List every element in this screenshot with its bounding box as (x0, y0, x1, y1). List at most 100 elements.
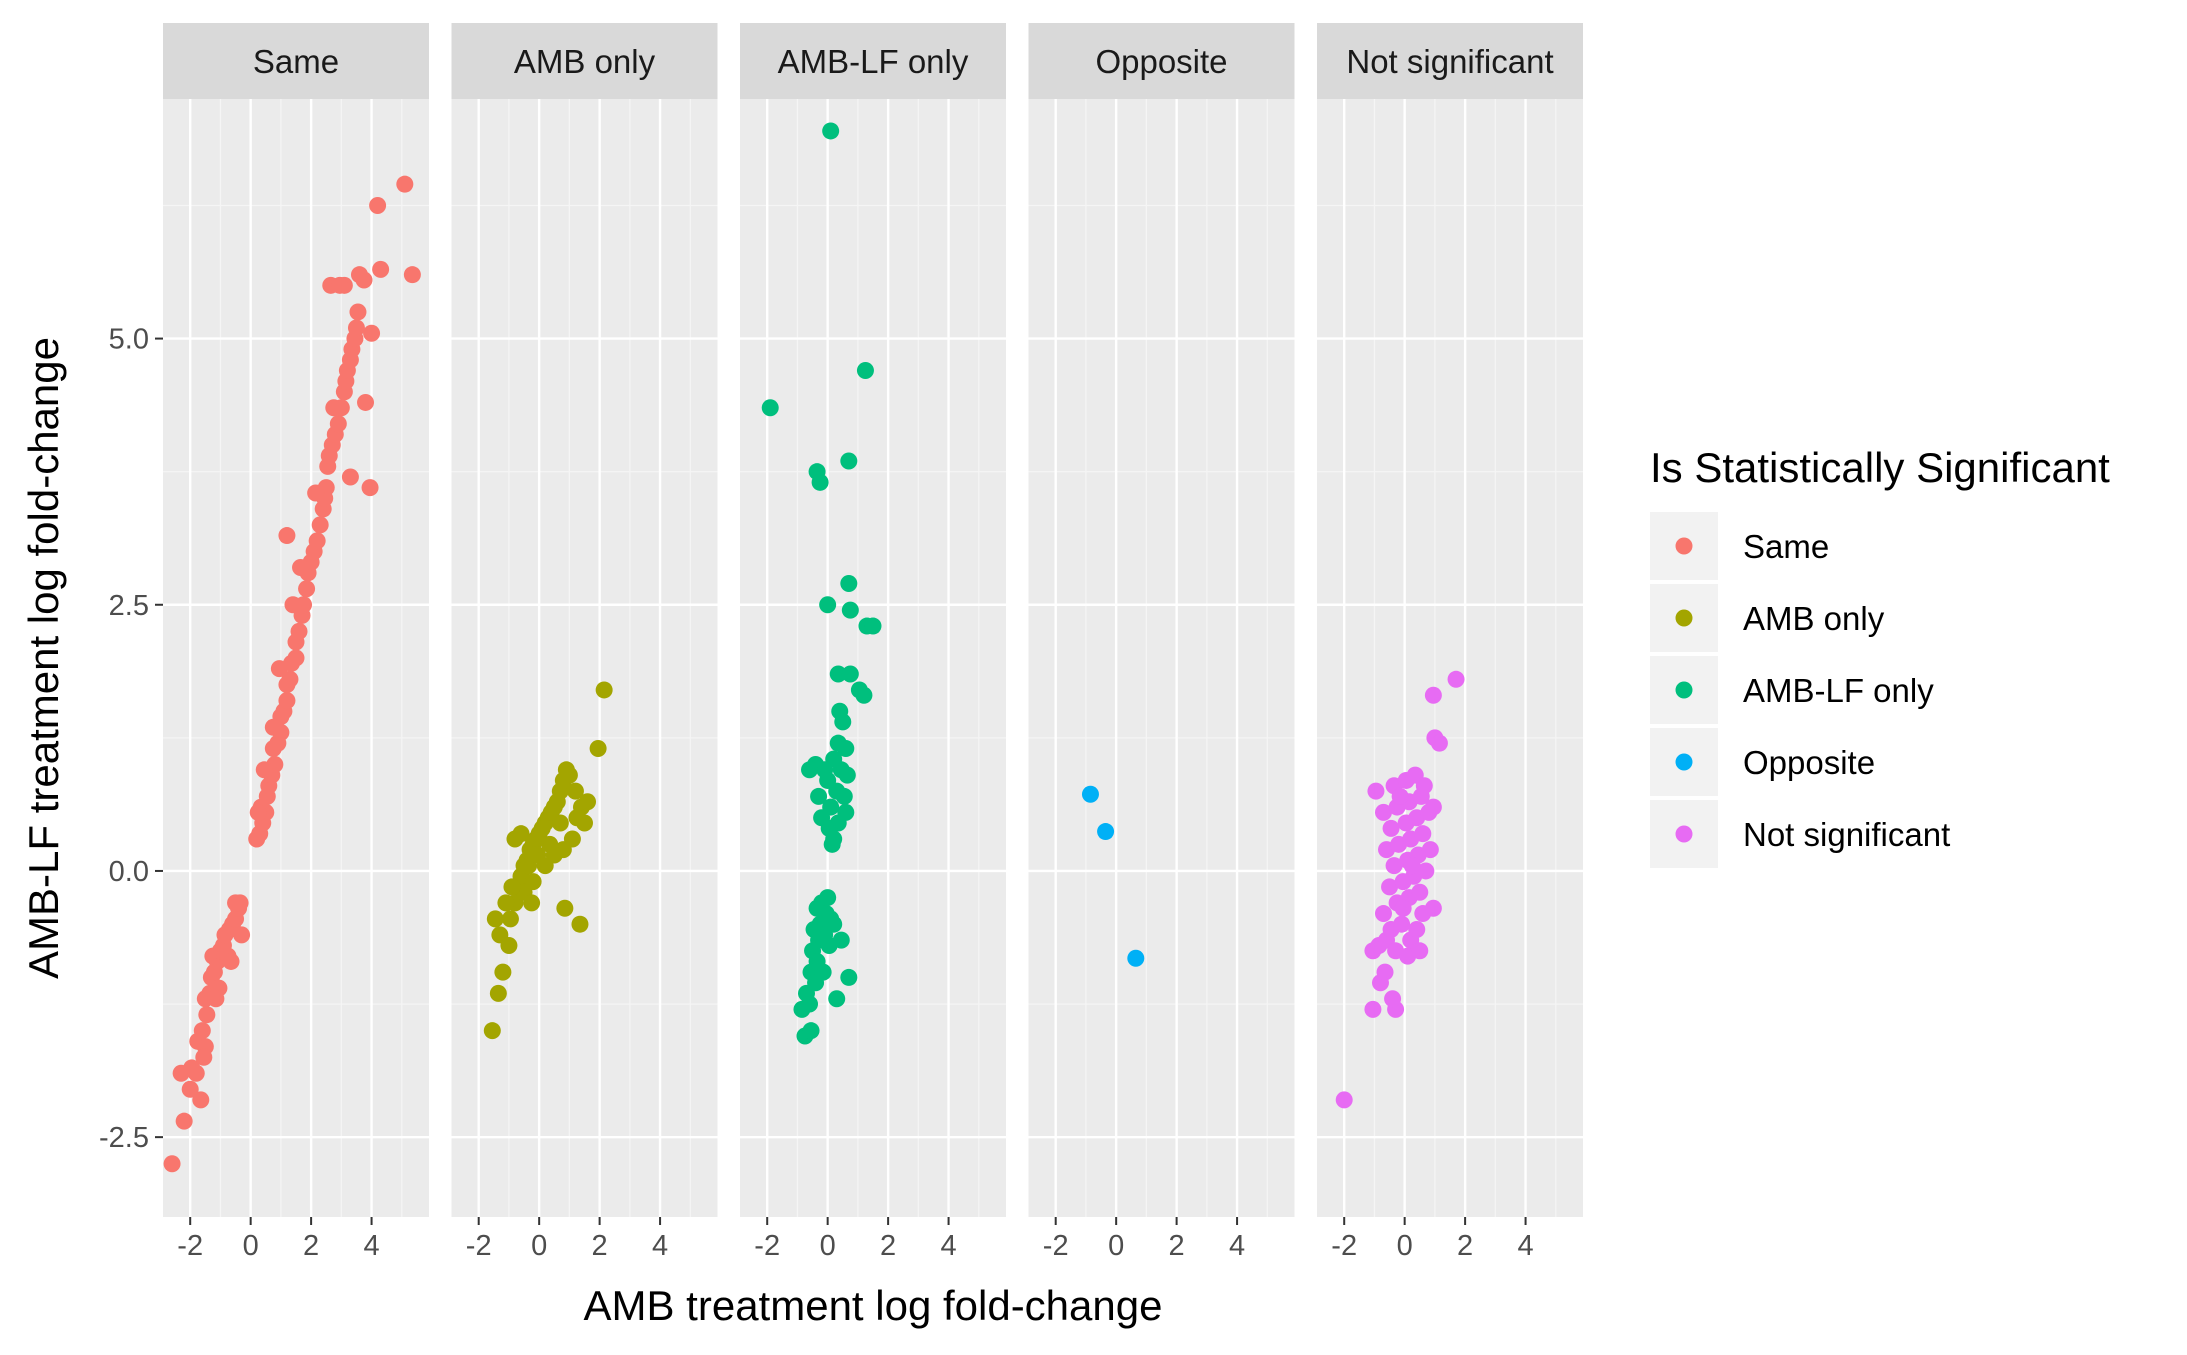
data-point (822, 122, 840, 140)
data-point (589, 740, 607, 758)
data-point (829, 665, 847, 683)
x-tick-label: 2 (1169, 1230, 1185, 1262)
data-point (864, 617, 882, 635)
data-point (560, 766, 578, 784)
data-point (1424, 686, 1442, 704)
data-point (489, 984, 507, 1002)
data-point (270, 660, 288, 678)
data-point (361, 479, 379, 497)
data-point (349, 303, 367, 321)
x-tick-label: 2 (1457, 1230, 1473, 1262)
data-point (308, 532, 326, 550)
data-point (1424, 798, 1442, 816)
data-point (541, 835, 559, 853)
data-point (802, 1022, 820, 1040)
data-point (307, 484, 325, 502)
data-point (500, 936, 518, 954)
y-tick-label: 2.5 (109, 590, 149, 622)
data-point (311, 516, 329, 534)
data-point (298, 580, 316, 598)
data-point (207, 990, 225, 1008)
data-point (556, 899, 574, 917)
legend-label: AMB only (1743, 600, 1885, 637)
x-tick-label: 2 (880, 1230, 896, 1262)
legend-label: Not significant (1743, 816, 1950, 853)
data-point (1375, 905, 1392, 923)
data-point (1391, 787, 1409, 805)
facet-strip-label: AMB-LF only (778, 43, 969, 80)
data-point (396, 175, 414, 193)
data-point (290, 622, 308, 640)
data-point (1393, 915, 1411, 933)
data-point (325, 399, 343, 417)
data-point (494, 963, 512, 981)
facet-strip-label: Opposite (1095, 43, 1227, 80)
legend-marker (1675, 753, 1693, 771)
x-tick-label: -2 (1043, 1230, 1069, 1262)
panel-background (451, 99, 718, 1217)
data-point (828, 990, 846, 1008)
data-point (192, 1091, 210, 1109)
data-point (1447, 670, 1465, 688)
legend-label: Same (1743, 528, 1829, 565)
data-point (568, 809, 586, 827)
data-point (175, 1112, 193, 1130)
data-point (834, 713, 852, 731)
data-point (198, 1006, 216, 1024)
facet-strip-label: Same (253, 43, 339, 80)
x-tick-label: 4 (652, 1230, 668, 1262)
data-point (278, 527, 296, 545)
data-point (1411, 883, 1429, 901)
data-point (403, 266, 421, 284)
data-point (483, 1022, 501, 1040)
data-point (486, 910, 504, 928)
data-point (841, 665, 859, 683)
x-tick-label: 0 (1397, 1230, 1413, 1262)
data-point (287, 649, 305, 667)
data-point (816, 926, 834, 944)
data-point (1385, 857, 1403, 875)
data-point (819, 889, 837, 907)
data-point (1403, 857, 1421, 875)
data-point (347, 319, 365, 337)
facet-strip-label: Not significant (1346, 43, 1553, 80)
data-point (1081, 785, 1099, 803)
data-point (523, 894, 541, 912)
x-tick-label: 2 (303, 1230, 319, 1262)
data-point (233, 926, 251, 944)
data-point (835, 787, 853, 805)
data-point (329, 415, 347, 433)
data-point (497, 894, 515, 912)
x-tick-label: -2 (1331, 1230, 1357, 1262)
data-point (840, 968, 858, 986)
data-point (264, 718, 282, 736)
y-tick-label: -2.5 (99, 1122, 149, 1154)
data-point (1394, 899, 1412, 917)
data-point (856, 362, 874, 380)
facet-panel-same: Same -2 0 2 4 (163, 23, 429, 1262)
data-point (1335, 1091, 1353, 1109)
legend-title: Is Statistically Significant (1650, 444, 2110, 491)
x-tick-label: 2 (592, 1230, 608, 1262)
data-point (341, 468, 359, 486)
data-point (1364, 1000, 1382, 1018)
legend-marker (1675, 681, 1693, 699)
panel-background (740, 99, 1006, 1217)
facet-strip (1028, 23, 1295, 99)
facet-strip (740, 23, 1006, 99)
x-tick-label: 4 (363, 1230, 379, 1262)
data-point (193, 1022, 211, 1040)
panel-background (1028, 99, 1295, 1217)
facet-strip (163, 23, 429, 99)
data-point (1424, 899, 1442, 917)
data-point (837, 803, 855, 821)
data-point (1127, 949, 1145, 967)
x-tick-label: 0 (1108, 1230, 1124, 1262)
data-point (595, 681, 613, 699)
data-point (811, 473, 829, 491)
data-point (801, 761, 819, 779)
data-point (529, 846, 547, 864)
x-axis-title: AMB treatment log fold-change (584, 1282, 1163, 1329)
